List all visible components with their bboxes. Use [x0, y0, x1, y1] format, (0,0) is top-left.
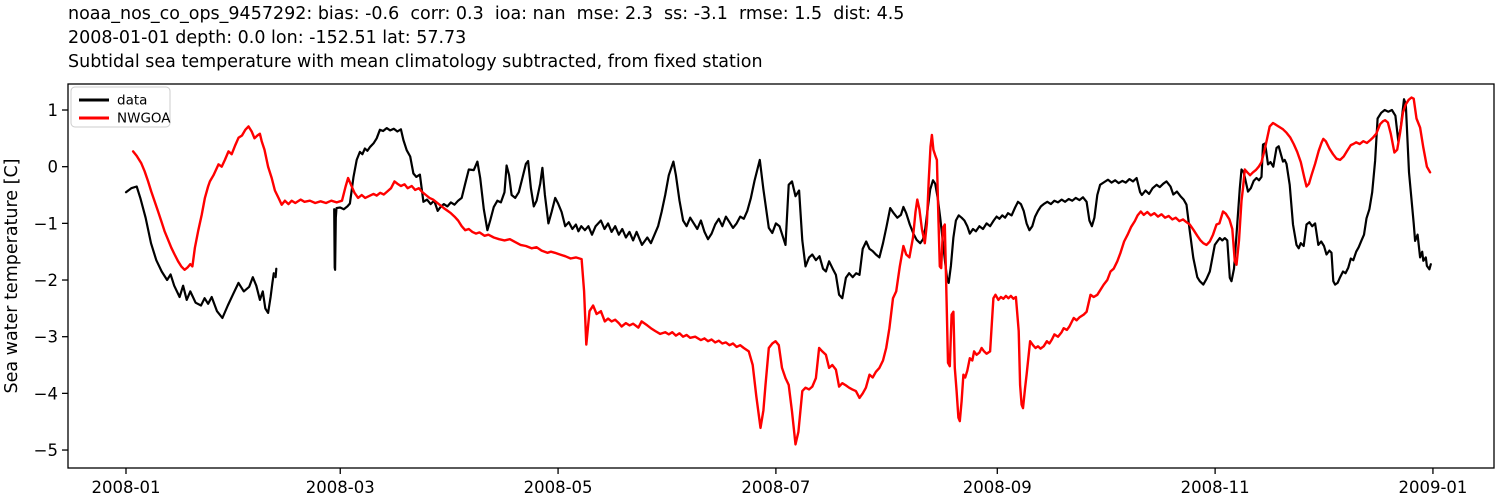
y-tick-label: −5 — [34, 441, 58, 460]
series-line-data — [274, 267, 278, 279]
title-line-station: 2008-01-01 depth: 0.0 lon: -152.51 lat: … — [68, 28, 467, 48]
x-tick-label: 2008-09 — [963, 478, 1032, 497]
legend-label-data: data — [117, 93, 147, 109]
x-tick-label: 2008-11 — [1181, 478, 1250, 497]
y-tick-label: −3 — [34, 328, 58, 347]
title-line-metrics: noaa_nos_co_ops_9457292: bias: -0.6 corr… — [68, 4, 905, 24]
y-tick-label: −4 — [34, 384, 58, 403]
y-tick-label: 0 — [48, 158, 59, 177]
x-tick-label: 2008-01 — [92, 478, 161, 497]
x-tick-label: 2008-07 — [741, 478, 810, 497]
title-block: noaa_nos_co_ops_9457292: bias: -0.6 corr… — [68, 2, 904, 74]
y-tick-label: −2 — [34, 271, 58, 290]
x-tick-label: 2009-01 — [1398, 478, 1467, 497]
legend: data NWGOA — [70, 86, 171, 128]
legend-label-nwgoa: NWGOA — [117, 111, 171, 127]
series-line-nwgoa — [131, 96, 1432, 446]
x-tick-label: 2008-05 — [524, 478, 593, 497]
y-axis-label: Sea water temperature [C] — [2, 158, 22, 393]
plot-frame — [67, 83, 1495, 469]
title-line-description: Subtidal sea temperature with mean clima… — [68, 52, 763, 72]
y-tick-label: 1 — [48, 101, 59, 120]
y-tick-label: −1 — [34, 214, 58, 233]
x-tick-label: 2008-03 — [306, 478, 375, 497]
series-line-data — [124, 185, 275, 320]
